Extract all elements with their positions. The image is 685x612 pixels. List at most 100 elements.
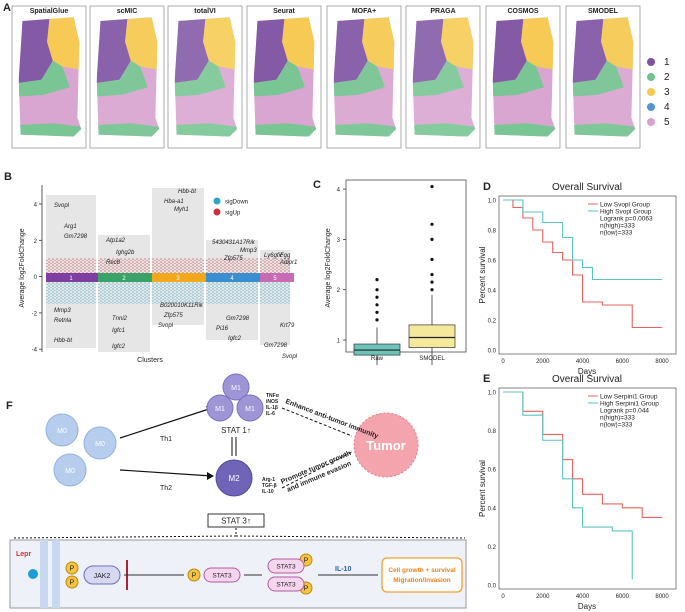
jak2: [83, 565, 121, 585]
stat3: [203, 567, 241, 583]
legend-label: Low Serpini1 Group: [600, 394, 658, 401]
y-axis-label: Average log2FoldChange: [325, 228, 332, 307]
gene-label: Ly6gfic: [264, 253, 283, 259]
gene-label: Gm7298: [264, 343, 288, 349]
cell-label: Th1: [160, 436, 172, 443]
x-tick-label: 4000: [576, 594, 590, 600]
cluster-bar: [46, 273, 100, 282]
outcome-text: Cell growth + survival: [388, 567, 456, 574]
gene-label: Myh1: [174, 207, 189, 213]
panel-label: F: [6, 400, 13, 412]
gene-label: Svopl: [282, 354, 298, 360]
phospho-label: P: [304, 586, 309, 593]
cluster-label: 5: [273, 276, 277, 282]
y-axis-label: Percent survival: [478, 460, 487, 517]
outlier: [430, 280, 434, 284]
dashed-arrow: [281, 407, 353, 437]
outcome-box: [381, 557, 463, 593]
stat-text: Logrank p=0.044: [600, 408, 649, 415]
gene-label: Igfc2: [112, 344, 126, 350]
gene-label: Igfc1: [112, 328, 125, 334]
sig-down-points: [46, 282, 96, 304]
survival-curve: [503, 391, 663, 518]
sig-up-points: [152, 258, 204, 273]
cluster-bar: [98, 273, 154, 282]
gene-label: Zfp575: [223, 256, 243, 262]
sig-down-points: [206, 282, 258, 304]
method-title: SMODEL: [588, 8, 619, 15]
method-title: COSMOS: [507, 8, 538, 15]
gene-label: Svopl: [54, 203, 70, 209]
stat-text: Logrank p=0.0063: [600, 216, 653, 223]
method-title: totalVI: [194, 8, 215, 15]
outlier: [375, 318, 379, 322]
legend-label: 3: [664, 87, 670, 98]
panel-c: C 1 2 3 4 Average log2FoldChange Raw SMODEL: [313, 179, 467, 366]
legend-dot: [647, 73, 655, 81]
cell-label: M1: [215, 406, 225, 413]
arrow: [119, 469, 213, 477]
cytokine: IL-10: [335, 566, 351, 573]
x-axis-label: Clusters: [137, 357, 163, 364]
y-tick-label: 2: [337, 288, 341, 294]
cell-label: M1: [231, 385, 241, 392]
cytokine: IL-1β: [266, 405, 278, 411]
legend-dot: [647, 58, 655, 66]
dashed-arrow: [281, 451, 353, 489]
sig-down-points: [260, 282, 290, 304]
y-tick-label: 2: [34, 239, 38, 245]
protein-label: STAT3: [212, 573, 232, 580]
gene-label: Mmp3: [54, 308, 71, 314]
cell-label: M0: [95, 441, 105, 448]
cluster-label: 2: [122, 276, 126, 282]
gene-label: Svopl: [158, 323, 174, 329]
y-tick-label: 0.8: [488, 229, 497, 235]
legend-label: 1: [664, 57, 670, 68]
gene-label: Mmp3: [240, 248, 257, 254]
y-tick-label: 1: [337, 339, 341, 345]
m1-cell: [206, 394, 234, 422]
y-tick-label: 0.2: [488, 545, 497, 551]
box: [408, 324, 456, 348]
y-tick-label: 3: [337, 238, 341, 244]
spatial-map: [15, 4, 83, 146]
panel-d: D Overall Survival 0.0 0.2 0.4 0.6 0.8 1.0 0 2000…: [478, 181, 677, 376]
method-title: SpatialGlue: [30, 8, 69, 15]
tumor-label: Tumor: [366, 438, 405, 453]
legend-dot: [647, 103, 655, 111]
x-axis-label: Days: [578, 602, 596, 611]
cytokine: iNOS: [266, 399, 279, 405]
gene-label: Retnla: [54, 318, 72, 324]
cell-label: M0: [65, 468, 75, 475]
outlier: [375, 278, 379, 282]
y-tick-label: 0.8: [488, 429, 497, 435]
gene-label: Hba-a1: [164, 199, 184, 205]
gene-label: Fgg: [280, 253, 291, 259]
survival-curve: [503, 199, 663, 281]
spatial-map: [93, 4, 161, 146]
stat-text: n(high)=333: [600, 415, 635, 422]
x-tick-label: 6000: [616, 359, 630, 365]
y-tick-label: 4: [337, 188, 341, 194]
legend-label: sigDown: [225, 200, 248, 206]
x-tick-label: SMODEL: [419, 356, 445, 362]
stat-text: n(low)=333: [600, 230, 633, 237]
y-axis-label: Percent survival: [478, 246, 487, 303]
gene-label: Arg1: [63, 224, 77, 230]
spatial-map: [409, 4, 477, 146]
cluster-label: 1: [69, 276, 73, 282]
spatial-map: [250, 4, 318, 146]
gene-label: Hbb-bt: [54, 338, 72, 344]
stat-text: n(low)=333: [600, 422, 633, 429]
x-tick-label: 6000: [616, 594, 630, 600]
m2-cell: [215, 459, 253, 497]
outlier: [375, 310, 379, 314]
cluster-label: 3: [176, 276, 180, 282]
gene-label: Tnni2: [112, 316, 128, 322]
receptor-label: Lepr: [16, 551, 31, 558]
gene-label: Pi16: [216, 326, 229, 332]
stat3-box: [207, 513, 265, 528]
y-tick-label: 1.0: [488, 199, 497, 205]
outlier: [430, 237, 434, 241]
